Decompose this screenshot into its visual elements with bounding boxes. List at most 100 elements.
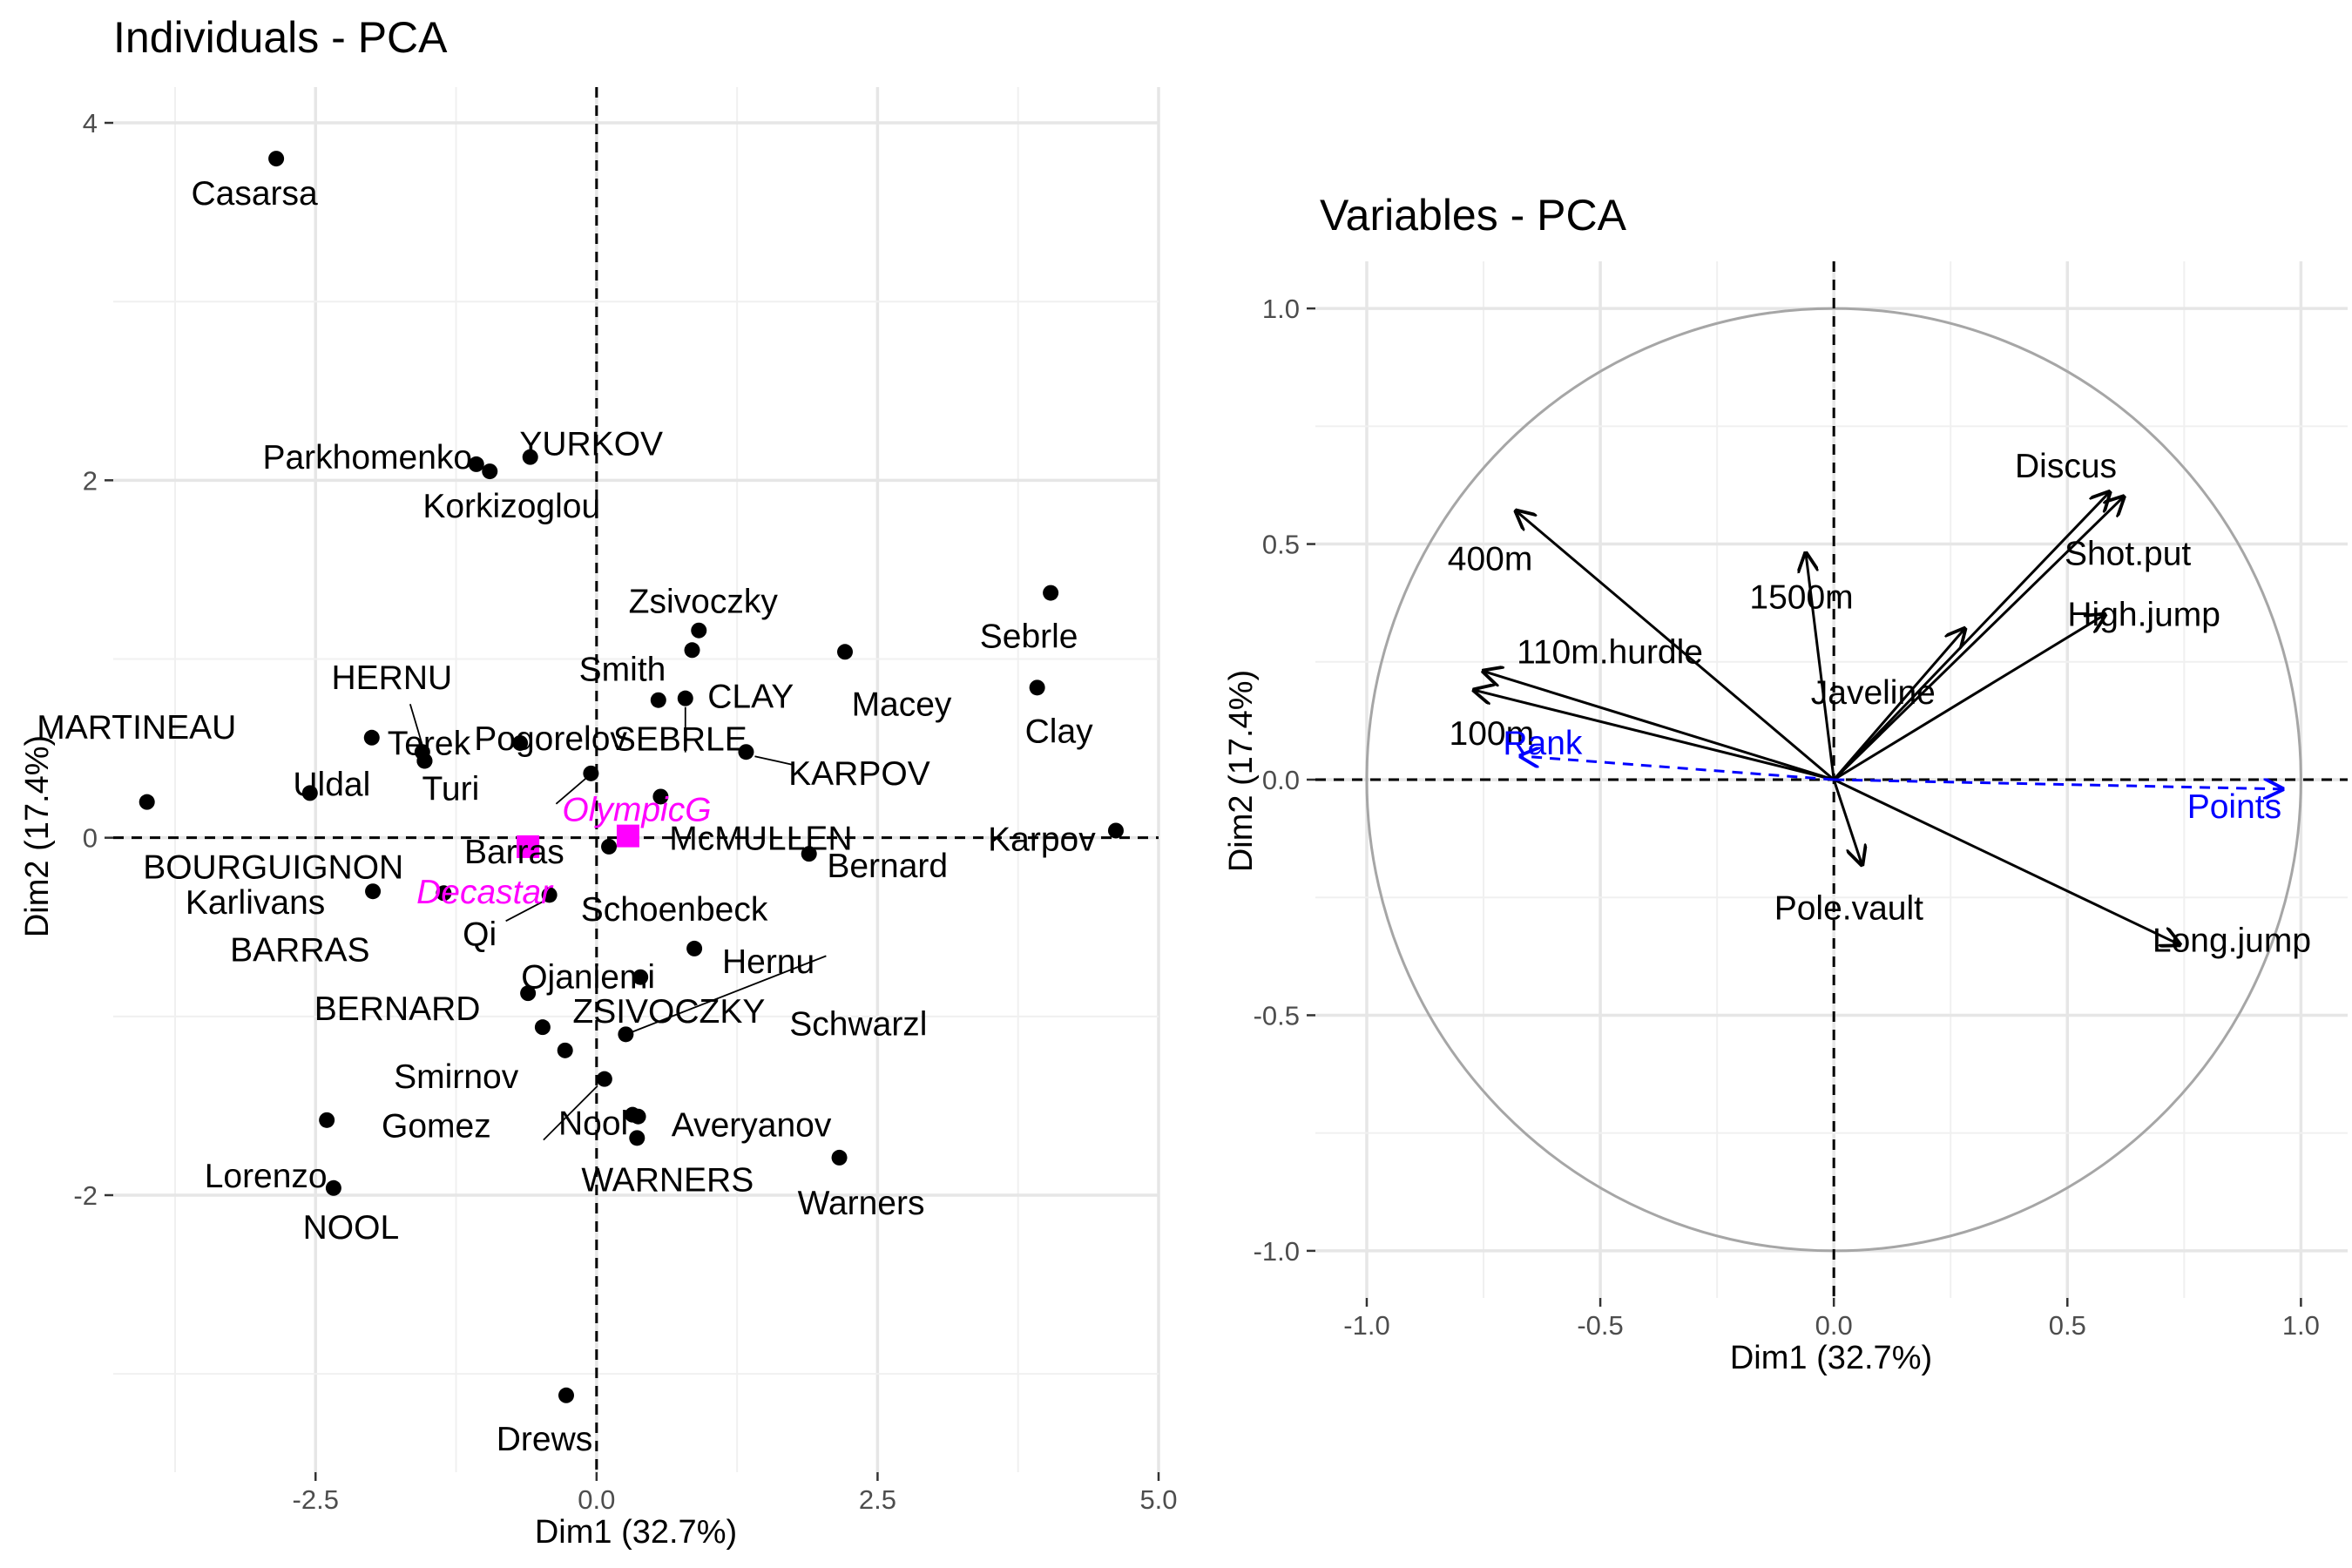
y-tick-label: 0.5 (1262, 530, 1300, 560)
supplementary-variable-label: Rank (1503, 725, 1583, 762)
variable-label: Javeline (1811, 674, 1936, 712)
individuals-title: Individuals - PCA (113, 13, 448, 62)
individual-point (558, 1387, 574, 1403)
label-leader-line (555, 777, 587, 805)
supplementary-variable-label: Points (2187, 788, 2281, 826)
individual-label: Bernard (827, 848, 948, 885)
individual-point (512, 734, 529, 751)
individual-label: Terek (388, 725, 471, 762)
individual-point (522, 449, 538, 465)
individuals-reference-lines (113, 87, 1159, 1472)
individual-label: Nool (558, 1105, 628, 1143)
individual-label: Schwarzl (789, 1005, 927, 1043)
individual-label: Lorenzo (205, 1158, 328, 1195)
individual-label: Karpov (988, 821, 1096, 858)
individual-label: Schoenbeck (581, 891, 768, 929)
x-tick-label: 2.5 (859, 1484, 896, 1515)
individual-point (686, 940, 703, 956)
individuals-grid (113, 87, 1160, 1472)
individual-label: Pogorelov (474, 720, 627, 758)
supplementary-point (517, 835, 540, 858)
individual-label: WARNERS (581, 1161, 754, 1199)
variables-title: Variables - PCA (1320, 191, 1627, 240)
individual-label: Sebrle (980, 618, 1078, 656)
individual-label: Smith (579, 651, 666, 688)
x-tick-label: -1.0 (1343, 1310, 1389, 1341)
individual-point (468, 456, 484, 472)
individual-point (677, 690, 693, 706)
individual-point (684, 642, 700, 659)
variable-arrow (1833, 615, 2105, 781)
individuals-panel: Individuals - PCA Casarsa Parkhomenko Kork… (19, 13, 1178, 1551)
individual-point (268, 151, 285, 167)
individual-point (583, 765, 599, 781)
x-tick-label: -0.5 (1577, 1310, 1623, 1341)
individuals-axes: -2.5 0.0 2.5 5.0 -2 0 2 4 (73, 108, 1177, 1515)
individual-label: McMULLEN (669, 820, 852, 857)
individual-point (541, 887, 558, 903)
individual-point (629, 1130, 645, 1146)
individual-label: BOURGUIGNON (143, 849, 403, 887)
individual-point (482, 463, 498, 480)
x-tick-label: 1.0 (2282, 1310, 2320, 1341)
variable-label: 110m.hurdle (1517, 634, 1703, 672)
individual-point (650, 692, 666, 708)
individual-label: Turi (422, 770, 480, 808)
individual-label: Drews (497, 1421, 593, 1458)
individual-point (301, 785, 318, 801)
variable-label: High.jump (2067, 597, 2220, 634)
individual-point (363, 729, 380, 746)
individual-label: SEBRLE (613, 721, 747, 759)
individual-point (618, 1026, 634, 1043)
variable-label: Discus (2015, 448, 2117, 485)
variables-arrows (1474, 492, 2282, 944)
individual-point (837, 644, 853, 660)
variable-arrow (1833, 497, 2123, 781)
individual-label: NOOL (303, 1209, 400, 1247)
label-leader-line (505, 901, 544, 923)
individual-point (365, 883, 382, 900)
individual-point (534, 1019, 551, 1036)
individual-label: Hernu (722, 943, 814, 981)
x-tick-label: 0.0 (1815, 1310, 1853, 1341)
individuals-points (139, 151, 1124, 1403)
individual-label: Clay (1025, 713, 1094, 750)
individual-point (557, 1042, 573, 1058)
individuals-labels: Casarsa Parkhomenko Korkizoglou YURKOV Zsivo… (37, 175, 1096, 1458)
variable-arrow (1833, 629, 1964, 781)
individual-point (738, 744, 754, 760)
variable-label: 400m (1448, 541, 1533, 578)
individual-point (691, 622, 707, 639)
individual-label: Korkizoglou (422, 488, 600, 525)
supplementary-variable-arrow (1521, 756, 1835, 781)
variable-label: Pole.vault (1774, 889, 1923, 927)
individual-point (632, 969, 649, 985)
individual-label: Parkhomenko (262, 439, 472, 476)
variable-label: Long.jump (2153, 922, 2311, 959)
individual-label: CLAY (707, 679, 794, 716)
individual-label: MARTINEAU (37, 709, 236, 747)
individual-point (139, 794, 155, 810)
variables-panel: Variables - PCA 400m 1500m 110m.hurdle 100m… (1223, 191, 2348, 1376)
individual-point (801, 846, 817, 862)
variable-arrow (1833, 492, 2109, 781)
variable-arrow (1484, 672, 1835, 781)
individual-label: Barras (464, 834, 564, 871)
individuals-label-leaders (409, 703, 827, 1141)
individual-label: Qi (463, 916, 497, 953)
individual-label: YURKOV (519, 426, 663, 463)
individual-label: Casarsa (191, 175, 318, 213)
variable-label: 100m (1450, 715, 1535, 753)
x-tick-label: 5.0 (1139, 1484, 1177, 1515)
individual-label: Karlivans (186, 884, 325, 922)
individual-label: ZSIVOCZKY (572, 993, 765, 1031)
individual-point (1043, 585, 1059, 601)
supplementary-variable-arrow (1834, 780, 2282, 789)
individual-point (436, 885, 452, 902)
y-tick-label: 0 (83, 823, 98, 854)
y-tick-label: -0.5 (1254, 1000, 1300, 1031)
individual-point (630, 1108, 646, 1125)
x-tick-label: -2.5 (293, 1484, 339, 1515)
variable-arrow (1832, 779, 1862, 864)
variables-axes: -1.0 -0.5 0.0 0.5 1.0 -1.0 -0.5 0.0 0.5 1.0 (1254, 294, 2320, 1341)
